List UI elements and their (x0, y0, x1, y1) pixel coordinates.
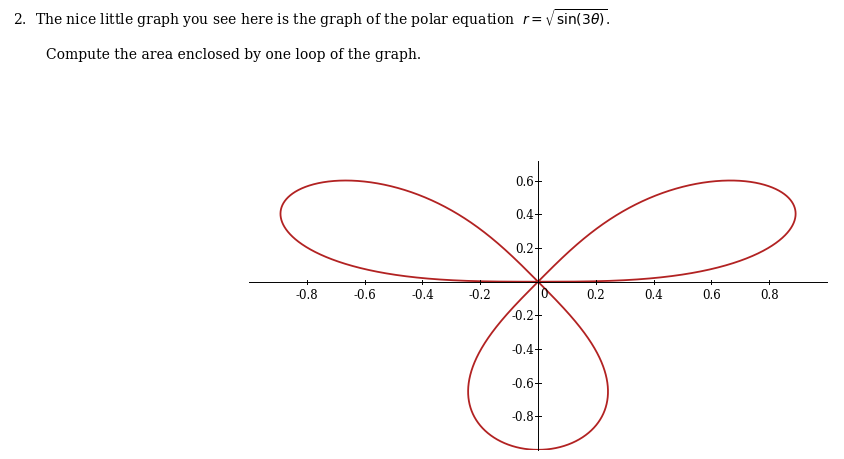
Text: 0: 0 (540, 288, 548, 301)
Text: 2.  The nice little graph you see here is the graph of the polar equation  $r = : 2. The nice little graph you see here is… (13, 7, 610, 30)
Text: Compute the area enclosed by one loop of the graph.: Compute the area enclosed by one loop of… (46, 48, 421, 62)
